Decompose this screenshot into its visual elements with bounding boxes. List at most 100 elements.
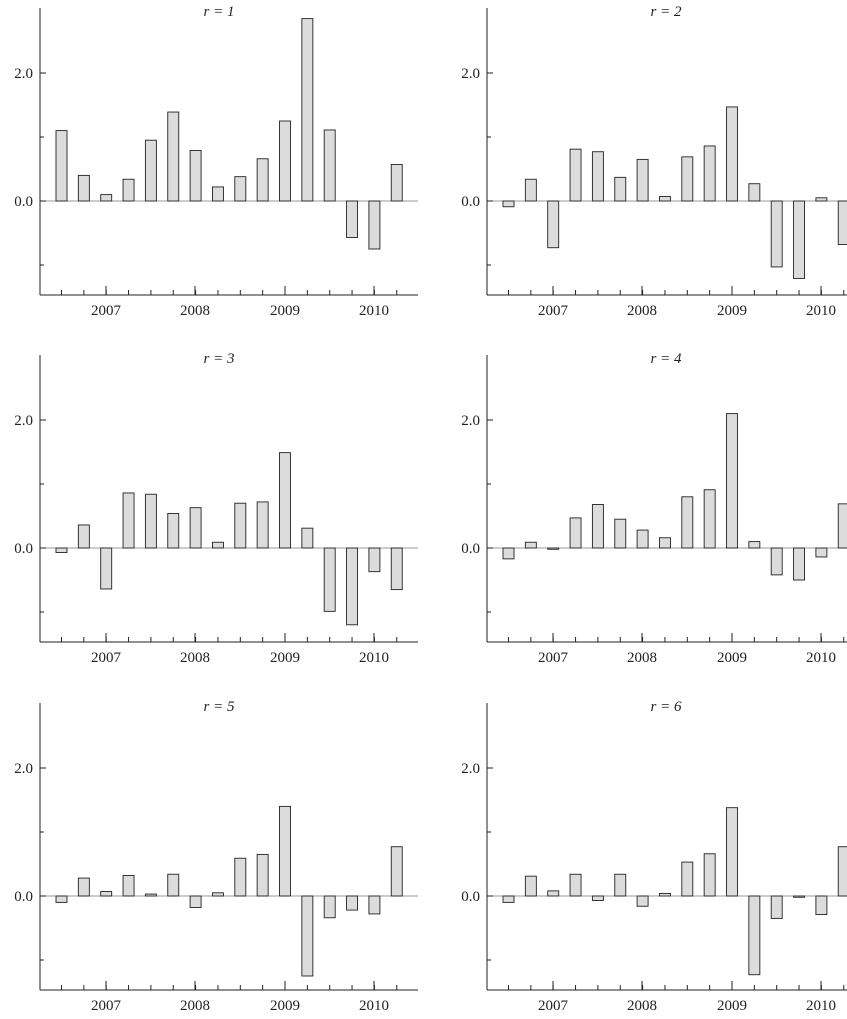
- bar: [659, 892, 671, 897]
- x-tick-label: 2007: [538, 303, 569, 319]
- bar: [77, 174, 90, 202]
- x-tick-label: 2008: [627, 998, 657, 1014]
- bar: [502, 547, 515, 560]
- x-tick-label: 2010: [806, 650, 836, 666]
- y-tick-label: 2.0: [461, 761, 480, 777]
- bar: [659, 196, 671, 202]
- bar: [793, 547, 805, 581]
- bar: [211, 541, 224, 549]
- bar: [167, 873, 180, 897]
- bar: [77, 524, 90, 549]
- bar: [323, 895, 336, 919]
- y-tick-label: 0.0: [461, 541, 480, 557]
- y-tick-label: 0.0: [14, 194, 33, 210]
- panel-title: r = 6: [651, 699, 682, 715]
- x-tick-label: 2010: [806, 303, 836, 319]
- bar: [770, 200, 783, 268]
- bar: [100, 547, 113, 590]
- x-tick-label: 2009: [270, 998, 300, 1014]
- bar: [793, 895, 805, 898]
- bar: [189, 507, 202, 549]
- bar: [815, 895, 828, 916]
- x-tick-label: 2007: [91, 650, 122, 666]
- x-tick-label: 2008: [627, 650, 657, 666]
- bar: [211, 186, 224, 202]
- x-tick-label: 2010: [806, 998, 836, 1014]
- chart-panel: r = 3 2.0 0.0 2007 2008 2009 2010: [14, 351, 418, 666]
- bar: [279, 805, 291, 897]
- bar: [346, 547, 358, 626]
- bar: [726, 413, 738, 549]
- y-tick-label: 0.0: [14, 541, 33, 557]
- bar: [301, 895, 314, 977]
- bar: [614, 176, 627, 202]
- bar: [591, 895, 604, 901]
- bar: [234, 502, 247, 549]
- bar: [346, 200, 358, 238]
- x-tick-label: 2008: [180, 303, 210, 319]
- y-tick-label: 2.0: [14, 761, 33, 777]
- x-tick-label: 2009: [717, 303, 747, 319]
- panel-title: r = 3: [204, 351, 235, 367]
- bar: [636, 895, 649, 907]
- x-tick-label: 2010: [359, 303, 389, 319]
- bar: [279, 452, 291, 549]
- bar: [837, 503, 847, 549]
- bar: [524, 875, 537, 897]
- bar: [793, 200, 805, 279]
- bar: [636, 529, 649, 549]
- bar: [100, 891, 113, 897]
- x-tick-label: 2007: [538, 998, 569, 1014]
- bar: [837, 200, 847, 245]
- bar: [703, 145, 716, 202]
- bar: [55, 130, 68, 202]
- bar: [390, 164, 403, 202]
- x-tick-label: 2008: [180, 998, 210, 1014]
- bar: [547, 200, 560, 249]
- bar: [144, 493, 157, 549]
- bar: [256, 853, 269, 897]
- bar: [770, 895, 783, 919]
- bar: [815, 197, 828, 202]
- x-tick-label: 2009: [717, 998, 747, 1014]
- chart-panel: r = 6 2.0 0.0 2007 2008 2009 2010: [461, 699, 847, 1014]
- bar: [569, 873, 582, 897]
- bar: [837, 846, 847, 897]
- x-tick-label: 2009: [717, 650, 747, 666]
- bar: [703, 853, 716, 897]
- bar: [167, 512, 180, 549]
- bar: [502, 895, 515, 903]
- bar: [279, 120, 291, 202]
- bar: [703, 489, 716, 549]
- bar: [368, 895, 381, 915]
- bar: [368, 200, 381, 250]
- bar: [234, 176, 247, 202]
- panel-title: r = 2: [651, 4, 682, 20]
- bar: [569, 517, 582, 549]
- bar: [547, 547, 560, 550]
- bar: [614, 873, 627, 897]
- bar: [681, 496, 694, 549]
- bar: [636, 158, 649, 202]
- bar: [100, 194, 113, 202]
- chart-panel: r = 2 2.0 0.0 2007 2008 2009 2010: [461, 4, 847, 319]
- bar: [614, 518, 627, 549]
- bar: [167, 111, 180, 202]
- y-tick-label: 0.0: [461, 889, 480, 905]
- x-tick-label: 2009: [270, 650, 300, 666]
- x-tick-label: 2010: [359, 650, 389, 666]
- bar: [681, 156, 694, 202]
- chart-panel: r = 5 2.0 0.0 2007 2008 2009 2010: [14, 699, 418, 1014]
- bar: [144, 139, 157, 202]
- x-tick-label: 2007: [91, 998, 122, 1014]
- bar: [591, 151, 604, 202]
- bar: [770, 547, 783, 576]
- bar: [301, 527, 314, 549]
- x-tick-label: 2007: [91, 303, 122, 319]
- bar: [234, 857, 247, 897]
- bar: [591, 504, 604, 549]
- bar: [390, 547, 403, 591]
- bar: [122, 492, 135, 549]
- bar: [256, 158, 269, 202]
